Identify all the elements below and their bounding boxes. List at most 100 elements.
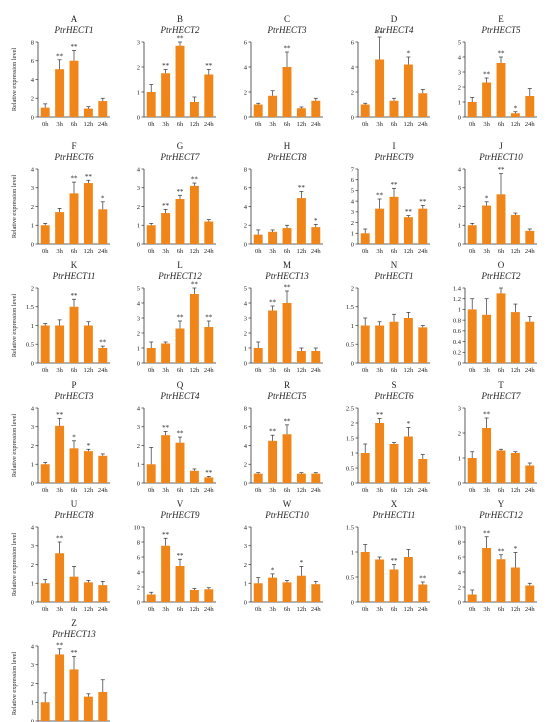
bar: [482, 82, 492, 117]
x-tick-label: 24h: [311, 606, 322, 613]
y-tick-label: 1: [244, 581, 247, 588]
significance-mark: **: [71, 43, 79, 51]
bar: [268, 310, 278, 363]
x-tick-label: 6h: [498, 248, 505, 255]
y-tick-label: 0: [31, 360, 34, 367]
x-tick-label: 24h: [204, 121, 215, 128]
x-tick-label: 12h: [297, 606, 308, 613]
bar: [55, 654, 65, 721]
significance-mark: **: [483, 71, 491, 79]
x-tick-label: 12h: [511, 248, 522, 255]
y-tick-label: 1: [137, 89, 140, 96]
x-tick-label: 0h: [148, 248, 155, 255]
y-tick-label: 0.2: [453, 350, 461, 357]
x-tick-label: 0h: [255, 248, 262, 255]
significance-mark: **: [177, 188, 185, 196]
bar: [525, 465, 535, 483]
panel-letter: P: [71, 380, 76, 390]
bar: [282, 228, 292, 244]
bar: [311, 351, 321, 363]
x-tick-label: 6h: [284, 606, 291, 613]
y-tick-label: 4: [458, 166, 462, 173]
y-tick-label: 0: [458, 114, 461, 121]
panel-letter: W: [283, 499, 292, 509]
bar: [375, 208, 385, 244]
y-tick-label: 6: [244, 185, 248, 192]
y-tick-label: 3: [458, 69, 461, 76]
bar: [360, 552, 370, 602]
y-tick-label: 5: [351, 188, 354, 195]
y-tick-label: 4: [351, 64, 355, 71]
x-tick-label: 3h: [56, 487, 63, 494]
x-tick-label: 12h: [84, 121, 95, 128]
bar: [510, 312, 520, 363]
panel-letter: U: [71, 499, 78, 509]
bar: [253, 473, 263, 483]
significance-mark: **: [269, 428, 277, 436]
bar: [510, 567, 520, 602]
significance-mark: **: [191, 281, 199, 289]
bar: [389, 196, 399, 244]
panel-title: PtrHECT2: [159, 25, 200, 35]
significance-mark: **: [391, 557, 399, 565]
bar: [525, 321, 535, 363]
bar: [175, 328, 185, 363]
x-tick-label: 24h: [204, 487, 215, 494]
panel-letter: M: [283, 260, 291, 270]
y-axis-label: Relative expression level: [11, 294, 18, 358]
significance-mark: *: [485, 194, 489, 202]
x-tick-label: 3h: [376, 487, 383, 494]
y-tick-label: 8: [244, 166, 247, 173]
bar: [510, 214, 520, 244]
bar: [467, 458, 477, 483]
bar: [55, 425, 65, 483]
y-tick-label: 8: [137, 539, 140, 546]
x-tick-label: 3h: [269, 367, 276, 374]
bar: [360, 453, 370, 483]
bar: [496, 559, 506, 602]
y-tick-label: 4: [244, 64, 248, 71]
panel-title: PtrHECT8: [53, 510, 94, 520]
bar: [55, 325, 65, 363]
x-tick-label: 0h: [255, 487, 262, 494]
x-tick-label: 12h: [190, 248, 201, 255]
y-tick-label: 4: [137, 569, 141, 576]
bar: [55, 69, 65, 117]
x-tick-label: 3h: [162, 367, 169, 374]
x-tick-label: 6h: [498, 606, 505, 613]
bar: [525, 96, 535, 117]
x-tick-label: 24h: [204, 606, 215, 613]
x-tick-label: 24h: [204, 367, 215, 374]
significance-mark: *: [514, 545, 518, 553]
significance-mark: **: [71, 292, 79, 300]
x-tick-label: 3h: [56, 606, 63, 613]
x-tick-label: 24h: [98, 487, 109, 494]
significance-mark: **: [269, 299, 277, 307]
bar: [482, 428, 492, 483]
y-tick-label: 2: [31, 96, 34, 103]
bar: [403, 64, 413, 117]
bar: [467, 225, 477, 244]
y-tick-label: 4: [137, 405, 141, 412]
bar: [525, 585, 535, 602]
y-tick-label: 3: [351, 209, 354, 216]
bar: [189, 185, 199, 244]
panel-letter: I: [393, 141, 396, 151]
y-axis-label: Relative expression level: [11, 652, 18, 716]
y-tick-label: 1.2: [453, 296, 461, 303]
bar: [282, 434, 292, 483]
x-tick-label: 3h: [56, 367, 63, 374]
bar: [282, 582, 292, 602]
y-tick-label: 0: [351, 480, 354, 487]
y-tick-label: 4: [31, 77, 35, 84]
bar: [496, 63, 506, 117]
significance-mark: *: [300, 559, 304, 567]
y-tick-label: 0.5: [346, 574, 354, 581]
y-tick-label: 0.5: [346, 465, 354, 472]
y-tick-label: 0: [458, 599, 461, 606]
x-tick-label: 6h: [284, 248, 291, 255]
y-tick-label: 2: [137, 584, 140, 591]
